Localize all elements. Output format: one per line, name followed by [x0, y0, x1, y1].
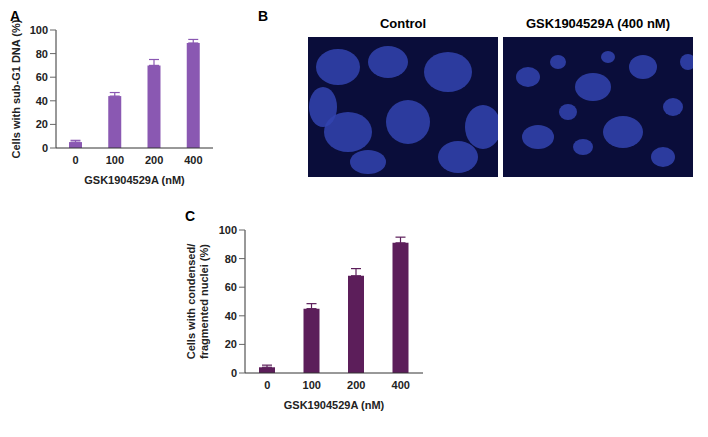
- svg-text:100: 100: [303, 379, 321, 391]
- svg-text:20: 20: [225, 338, 237, 350]
- svg-text:80: 80: [225, 253, 237, 265]
- svg-text:40: 40: [36, 95, 48, 107]
- svg-text:100: 100: [106, 154, 124, 166]
- svg-text:60: 60: [36, 71, 48, 83]
- svg-text:40: 40: [225, 310, 237, 322]
- svg-text:0: 0: [73, 154, 79, 166]
- svg-text:20: 20: [36, 118, 48, 130]
- svg-text:GSK1904529A (nM): GSK1904529A (nM): [284, 399, 385, 411]
- svg-text:200: 200: [347, 379, 365, 391]
- svg-text:Cells with condensed/fragmente: Cells with condensed/fragmented nuclei (…: [185, 244, 210, 360]
- svg-text:400: 400: [392, 379, 410, 391]
- svg-text:0: 0: [42, 142, 48, 154]
- svg-text:80: 80: [36, 48, 48, 60]
- svg-text:0: 0: [231, 367, 237, 379]
- svg-text:200: 200: [145, 154, 163, 166]
- svg-text:60: 60: [225, 281, 237, 293]
- svg-text:GSK1904529A (nM): GSK1904529A (nM): [84, 174, 185, 186]
- svg-text:100: 100: [219, 224, 237, 236]
- svg-text:0: 0: [264, 379, 270, 391]
- svg-text:Cells with sub-G1 DNA (%): Cells with sub-G1 DNA (%): [10, 19, 22, 158]
- svg-text:400: 400: [184, 154, 202, 166]
- svg-text:100: 100: [30, 24, 48, 36]
